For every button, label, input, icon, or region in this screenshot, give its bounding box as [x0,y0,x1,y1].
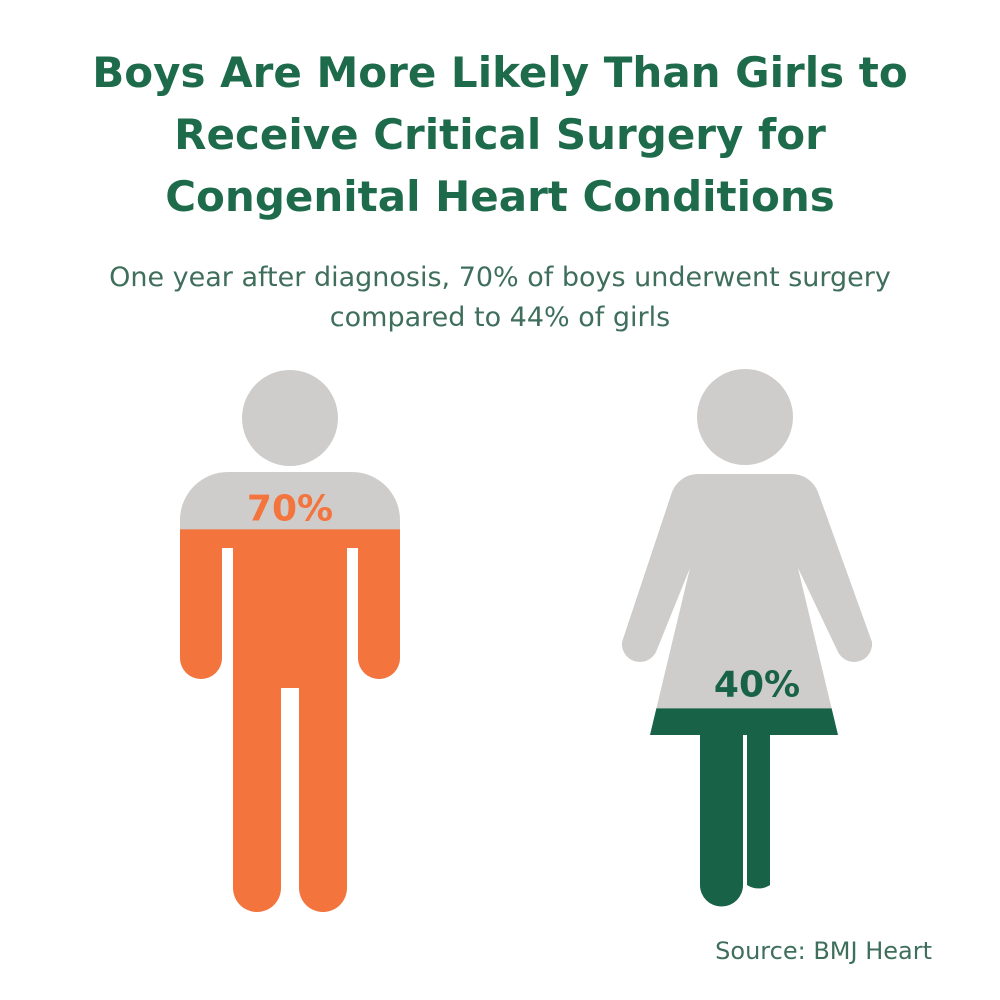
girl-figure: 40% [621,369,873,907]
boy-percent-label: 70% [247,488,333,529]
chart-title: Boys Are More Likely Than Girls to Recei… [92,48,908,221]
girl-fill-bar [621,708,873,907]
boy-head-icon [242,370,338,466]
source-note: Source: BMJ Heart [715,937,932,965]
girl-percent-label: 40% [714,664,800,705]
female-figure-icon [621,474,873,907]
boy-fill-bar [180,529,400,912]
girl-head-icon [697,369,793,465]
chart-subtitle: One year after diagnosis, 70% of boys un… [109,262,891,333]
boy-figure: 70% [180,370,400,912]
